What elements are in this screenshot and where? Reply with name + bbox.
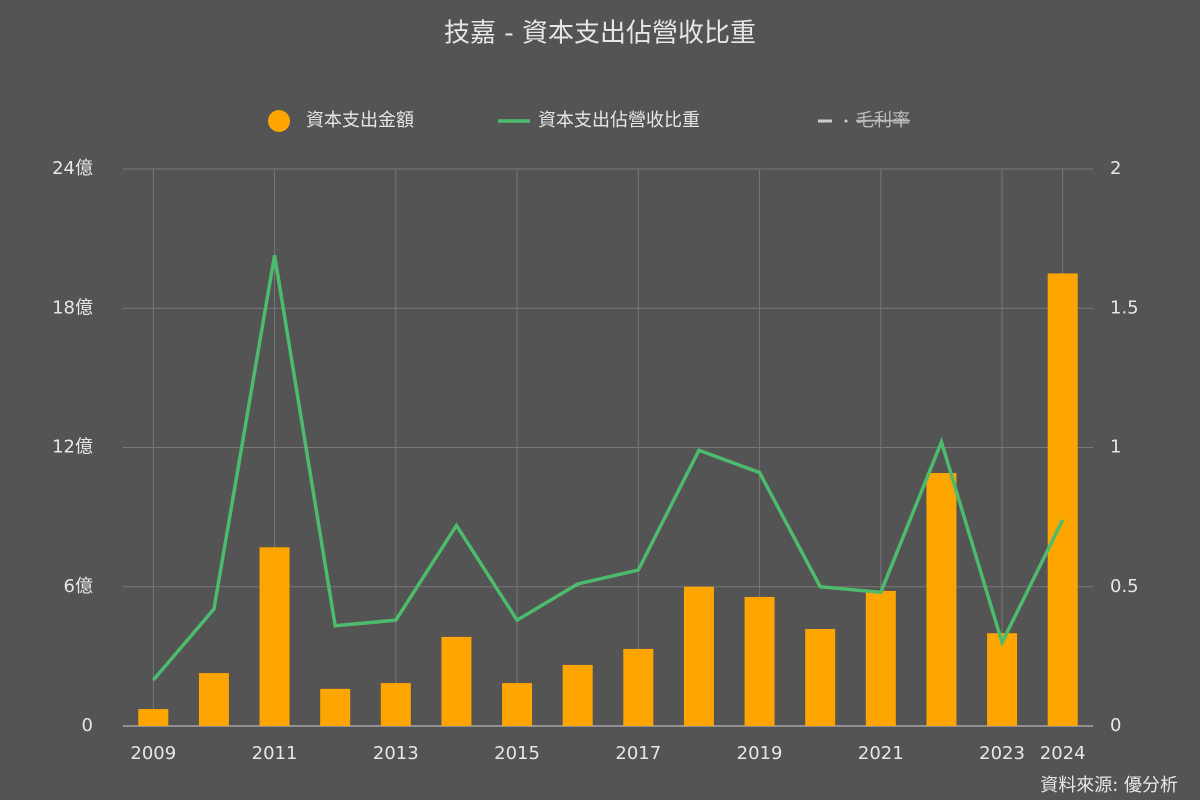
y-tick-label: 12億: [52, 437, 93, 458]
bar: [865, 590, 896, 726]
x-tick-label: 2021: [858, 743, 904, 764]
bar: [380, 683, 411, 726]
bar: [138, 709, 169, 726]
line: [151, 255, 1065, 682]
bar: [441, 636, 472, 726]
x-tick-label: 2024: [1040, 743, 1086, 764]
x-tick-label: 2009: [130, 743, 176, 764]
y-tick-label: 0: [82, 715, 93, 736]
legend-item: 資本支出金額: [268, 110, 414, 132]
y2-tick-label: 0.5: [1110, 576, 1139, 597]
bar: [744, 596, 775, 726]
x-tick-label: 2015: [494, 743, 540, 764]
legend-item: 毛利率: [818, 110, 910, 131]
bar: [683, 586, 714, 726]
legend-swatch: [844, 119, 848, 123]
legend-label: 毛利率: [856, 110, 910, 131]
bar: [987, 633, 1018, 726]
legend-label: 資本支出金額: [306, 110, 414, 131]
bar: [805, 628, 836, 726]
bar: [198, 673, 229, 726]
bar: [623, 648, 654, 726]
y2-tick-label: 0: [1110, 715, 1121, 736]
bar: [1047, 273, 1078, 726]
y-tick-label: 18億: [52, 297, 93, 318]
legend-swatch: [268, 110, 290, 132]
y-tick-label: 24億: [52, 158, 93, 179]
legend-label: 資本支出佔營收比重: [538, 110, 700, 131]
y-tick-label: 6億: [64, 576, 93, 597]
y2-tick-label: 1.5: [1110, 297, 1139, 318]
source: 資料來源: 優分析: [1040, 775, 1178, 796]
x-tick-label: 2023: [979, 743, 1025, 764]
chart-title: 技嘉 - 資本支出佔營收比重: [444, 19, 756, 49]
bar: [926, 473, 957, 726]
bar: [502, 683, 533, 726]
x-tick-label: 2019: [737, 743, 783, 764]
x-tick-label: 2011: [252, 743, 298, 764]
bar: [562, 664, 593, 726]
x-tick-label: 2017: [615, 743, 661, 764]
legend-item: 資本支出佔營收比重: [498, 110, 700, 131]
y2-tick-label: 2: [1110, 158, 1121, 179]
bar: [259, 547, 290, 726]
y2-tick-label: 1: [1110, 437, 1121, 458]
bar: [320, 688, 351, 726]
x-tick-label: 2013: [373, 743, 419, 764]
